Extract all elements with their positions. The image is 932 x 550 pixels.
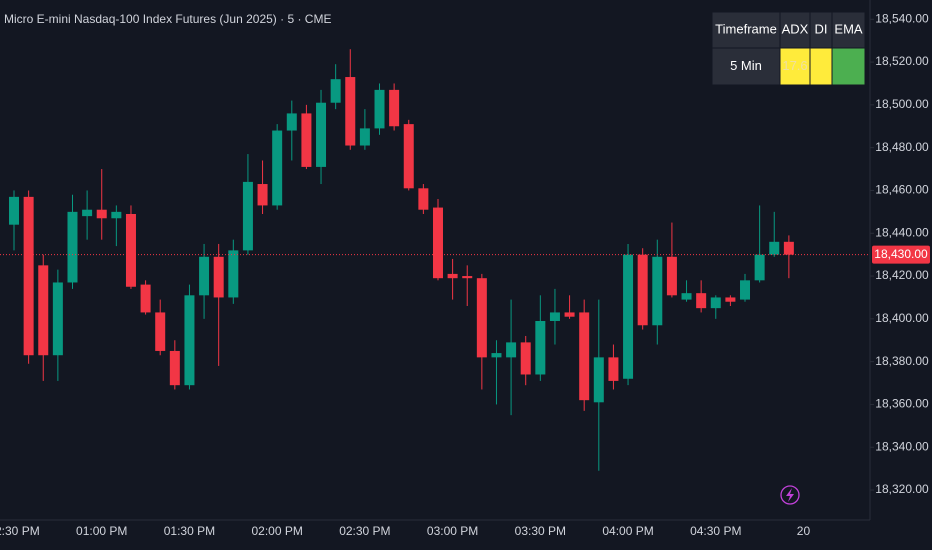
candle-body bbox=[666, 256, 677, 296]
candle-body bbox=[652, 256, 663, 326]
candle-body bbox=[316, 102, 327, 167]
candle-body bbox=[140, 284, 151, 313]
candle-body bbox=[462, 276, 473, 279]
candle-body bbox=[169, 350, 180, 386]
y-tick-label: 18,540.00 bbox=[875, 11, 929, 25]
current-price-box bbox=[872, 245, 930, 264]
table-cell bbox=[809, 47, 833, 86]
candle-body bbox=[111, 211, 122, 219]
candle-body bbox=[9, 196, 20, 225]
current-price-label: 18,430.00 bbox=[874, 247, 928, 261]
candle-body bbox=[257, 184, 268, 206]
candle-body bbox=[476, 278, 487, 358]
y-tick-label: 18,440.00 bbox=[875, 225, 929, 239]
candle-body bbox=[725, 297, 736, 302]
table-header-text: DI bbox=[815, 21, 828, 36]
candle-body bbox=[52, 282, 63, 356]
candle-body bbox=[740, 280, 751, 300]
candle-body bbox=[330, 79, 341, 103]
table-cell bbox=[711, 47, 781, 86]
candle-body bbox=[637, 254, 648, 326]
candle-body bbox=[199, 256, 210, 296]
candle-body bbox=[155, 312, 166, 351]
candle-body bbox=[184, 295, 195, 386]
x-tick-label: 02:30 PM bbox=[339, 524, 390, 538]
table-cell bbox=[779, 47, 811, 86]
table-header-cell bbox=[711, 11, 781, 49]
chart-title: Micro E-mini Nasdaq-100 Index Futures (J… bbox=[4, 12, 331, 26]
y-tick-label: 18,340.00 bbox=[875, 439, 929, 453]
candle-body bbox=[345, 77, 356, 146]
x-tick-label: 01:00 PM bbox=[76, 524, 127, 538]
candle-body bbox=[23, 196, 34, 356]
candle-body bbox=[125, 213, 136, 287]
x-tick-label: 04:00 PM bbox=[602, 524, 653, 538]
candle-body bbox=[359, 128, 370, 146]
y-tick-label: 18,520.00 bbox=[875, 54, 929, 68]
candle-body bbox=[242, 181, 253, 251]
y-tick-label: 18,480.00 bbox=[875, 140, 929, 154]
candle-body bbox=[272, 130, 283, 206]
candle-body bbox=[286, 113, 297, 131]
candle-body bbox=[564, 312, 575, 317]
candle-body bbox=[213, 256, 224, 298]
candle-body bbox=[593, 357, 604, 403]
candle-body bbox=[506, 342, 517, 358]
table-header-text: ADX bbox=[782, 21, 809, 36]
candle-body bbox=[520, 342, 531, 375]
y-tick-label: 18,420.00 bbox=[875, 268, 929, 282]
candle-body bbox=[447, 273, 458, 279]
lightning bbox=[786, 488, 794, 502]
candle-body bbox=[389, 89, 400, 127]
candle-body bbox=[228, 250, 239, 298]
candle-body bbox=[608, 357, 619, 381]
x-tick-label: 03:30 PM bbox=[515, 524, 566, 538]
candle-body bbox=[681, 293, 692, 300]
candle-body bbox=[579, 312, 590, 401]
x-tick-label: 12:30 PM bbox=[0, 524, 40, 538]
table-header-text: EMA bbox=[834, 21, 863, 36]
candle-body bbox=[38, 265, 49, 356]
y-tick-label: 18,380.00 bbox=[875, 354, 929, 368]
candle-body bbox=[301, 113, 312, 167]
candle-body bbox=[403, 124, 414, 189]
table-header-cell bbox=[779, 11, 811, 49]
candle-body bbox=[769, 241, 780, 255]
alert-icon[interactable] bbox=[780, 485, 800, 505]
candle-body bbox=[754, 254, 765, 281]
candle-body bbox=[491, 353, 502, 358]
x-tick-label: 01:30 PM bbox=[164, 524, 215, 538]
table-cell-text: 17.6 bbox=[782, 58, 807, 73]
table-header-text: Timeframe bbox=[715, 21, 777, 36]
x-tick-label: 20 bbox=[797, 524, 811, 538]
candle-body bbox=[696, 293, 707, 309]
x-tick-label: 02:00 PM bbox=[251, 524, 302, 538]
indicator-table: Timeframe ADX DI EMA 5 Min 17.6 bbox=[711, 11, 866, 86]
candle-body bbox=[82, 209, 93, 217]
plot bbox=[0, 49, 870, 471]
y-tick-label: 18,500.00 bbox=[875, 97, 929, 111]
y-tick-label: 18,400.00 bbox=[875, 311, 929, 325]
table-cell-text: 5 Min bbox=[730, 58, 762, 73]
candle-body bbox=[374, 89, 385, 129]
candle-body bbox=[710, 297, 721, 309]
candle-body bbox=[432, 207, 443, 279]
y-tick-label: 18,320.00 bbox=[875, 482, 929, 496]
x-tick-label: 04:30 PM bbox=[690, 524, 741, 538]
y-tick-label: 18,360.00 bbox=[875, 397, 929, 411]
candle-body bbox=[535, 320, 546, 375]
x-tick-label: 03:00 PM bbox=[427, 524, 478, 538]
y-tick-label: 18,460.00 bbox=[875, 183, 929, 197]
candle-body bbox=[96, 209, 107, 219]
candle-body bbox=[783, 241, 794, 255]
candle-body bbox=[623, 254, 634, 379]
candle-body bbox=[67, 211, 78, 283]
candle-body bbox=[549, 312, 560, 321]
table-cell bbox=[831, 47, 866, 86]
candle-body bbox=[418, 188, 429, 210]
